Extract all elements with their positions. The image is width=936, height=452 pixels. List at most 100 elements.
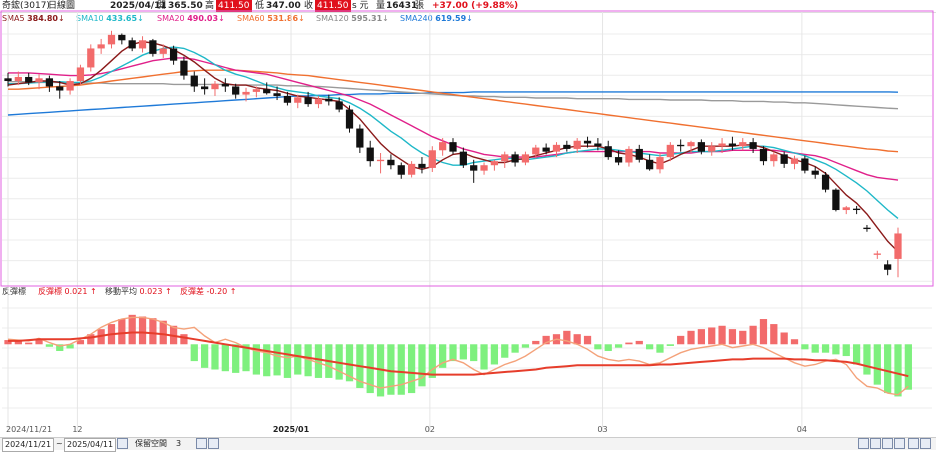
candle-body bbox=[563, 144, 571, 149]
reserve-value[interactable]: 3 bbox=[176, 439, 182, 448]
quote-date: 2025/04/11 bbox=[110, 1, 167, 11]
candle-body bbox=[169, 48, 178, 61]
histogram-bar bbox=[35, 339, 43, 345]
high-value: 411.50 bbox=[216, 0, 252, 12]
histogram-bar bbox=[780, 332, 788, 345]
histogram-bar bbox=[14, 340, 22, 345]
legend-sma20[interactable]: SMA20 490.03↓ bbox=[157, 13, 225, 24]
histogram-bar bbox=[428, 344, 436, 378]
close-value: 411.50 bbox=[315, 0, 351, 12]
expand-icon[interactable] bbox=[920, 438, 931, 449]
from-date-field[interactable]: 2024/11/21 bbox=[2, 438, 55, 452]
candle-body bbox=[749, 142, 757, 149]
scroll-right-icon[interactable] bbox=[882, 438, 893, 449]
histogram-bar bbox=[232, 344, 240, 373]
legend-sma240[interactable]: SMA240 619.59↓ bbox=[400, 13, 473, 24]
settings-icon[interactable] bbox=[908, 438, 919, 449]
candle-body bbox=[76, 67, 85, 82]
histogram-bar bbox=[25, 342, 33, 345]
candle-body bbox=[697, 142, 705, 152]
candle-body bbox=[625, 148, 633, 163]
scroll-last-icon[interactable] bbox=[894, 438, 905, 449]
histogram-bar bbox=[759, 319, 768, 345]
histogram-bar bbox=[656, 344, 664, 353]
indicator-name[interactable]: 反彈標 bbox=[2, 287, 26, 296]
histogram-bar bbox=[739, 330, 747, 345]
legend-sma60[interactable]: SMA60 531.86↓ bbox=[237, 13, 305, 24]
open-value: 365.50 bbox=[168, 1, 203, 11]
legend-sma60-label: SMA60 bbox=[237, 14, 265, 23]
candle-body bbox=[407, 163, 416, 175]
range-separator: ~ bbox=[56, 439, 63, 448]
scroll-first-icon[interactable] bbox=[858, 438, 869, 449]
histogram-bar bbox=[76, 340, 85, 345]
candle-body bbox=[418, 163, 426, 168]
histogram-bar bbox=[470, 344, 478, 362]
histogram-bar bbox=[439, 344, 447, 368]
candle-body bbox=[511, 154, 519, 163]
candle-body bbox=[459, 151, 467, 166]
candle-body bbox=[366, 147, 374, 162]
legend-sma20-label: SMA20 bbox=[157, 14, 185, 23]
histogram-bar bbox=[790, 339, 799, 345]
histogram-bar bbox=[863, 344, 871, 375]
legend-sma10-label: SMA10 bbox=[76, 14, 104, 23]
histogram-bar bbox=[387, 344, 395, 395]
candle-body bbox=[573, 140, 581, 149]
candle-body bbox=[25, 76, 33, 83]
to-date-field[interactable]: 2025/04/11 bbox=[64, 438, 117, 452]
candle-body bbox=[397, 165, 405, 175]
histogram-bar bbox=[594, 344, 602, 350]
histogram-bar bbox=[263, 344, 271, 377]
legend-sma5-label: SMA5 bbox=[2, 14, 25, 23]
candle-body bbox=[656, 157, 664, 170]
candle-body bbox=[894, 233, 902, 259]
histogram-bar bbox=[842, 344, 850, 357]
candle-body bbox=[232, 86, 240, 95]
sma20-line bbox=[8, 57, 899, 181]
legend-sma5-value: 384.80 bbox=[27, 14, 58, 23]
histogram-bar bbox=[904, 344, 912, 390]
x-tick-label: 04 bbox=[797, 425, 807, 434]
candle-body bbox=[56, 86, 64, 91]
histogram-bar bbox=[407, 344, 416, 394]
candle-body bbox=[201, 86, 209, 90]
scroll-left-icon[interactable] bbox=[870, 438, 881, 449]
candle-body bbox=[521, 154, 530, 163]
legend-sma120[interactable]: SMA120 595.31↓ bbox=[316, 13, 389, 24]
histogram-bar bbox=[501, 344, 509, 358]
zoom-out-icon[interactable] bbox=[196, 438, 207, 449]
candle-body bbox=[449, 142, 457, 152]
histogram-bar bbox=[459, 344, 467, 360]
price-change: +37.00 (+9.88%) bbox=[432, 1, 519, 11]
legend-sma5[interactable]: SMA5 384.80↓ bbox=[2, 13, 65, 24]
up-arrow-icon: ↑ bbox=[90, 287, 97, 296]
candle-body bbox=[542, 147, 550, 152]
legend-sma10-value: 433.65 bbox=[106, 14, 138, 23]
legend-diff: 反彈差 -0.20 ↑ bbox=[180, 286, 237, 297]
legend-osc: 反彈標 0.021 ↑ bbox=[38, 286, 97, 297]
chart-period[interactable]: 日線圖 bbox=[48, 1, 76, 11]
zoom-in-icon[interactable] bbox=[208, 438, 219, 449]
histogram-bar bbox=[4, 340, 12, 345]
up-arrow-icon: ↑ bbox=[229, 287, 237, 296]
candle-body bbox=[14, 76, 22, 82]
high-label: 高 bbox=[205, 1, 215, 11]
candle-body bbox=[811, 170, 819, 175]
up-arrow-icon: ↑ bbox=[165, 287, 172, 296]
legend-diff-label: 反彈差 bbox=[180, 287, 204, 296]
histogram-bar bbox=[314, 344, 323, 378]
histogram-bar bbox=[511, 344, 519, 353]
candle-body bbox=[583, 140, 592, 144]
candle-body bbox=[263, 89, 271, 94]
candle-body bbox=[345, 109, 354, 129]
legend-sma10[interactable]: SMA10 433.65↓ bbox=[76, 13, 144, 24]
price-panel-frame bbox=[0, 10, 934, 287]
histogram-bar bbox=[138, 316, 147, 345]
candle-body bbox=[552, 144, 561, 152]
calendar-icon[interactable] bbox=[117, 438, 128, 449]
chart-grid bbox=[2, 12, 932, 432]
candle-body bbox=[376, 159, 385, 162]
quote-header: 奇鋐(3017) 日線圖 2025/04/11 開 365.50 高 411.5… bbox=[0, 0, 936, 13]
